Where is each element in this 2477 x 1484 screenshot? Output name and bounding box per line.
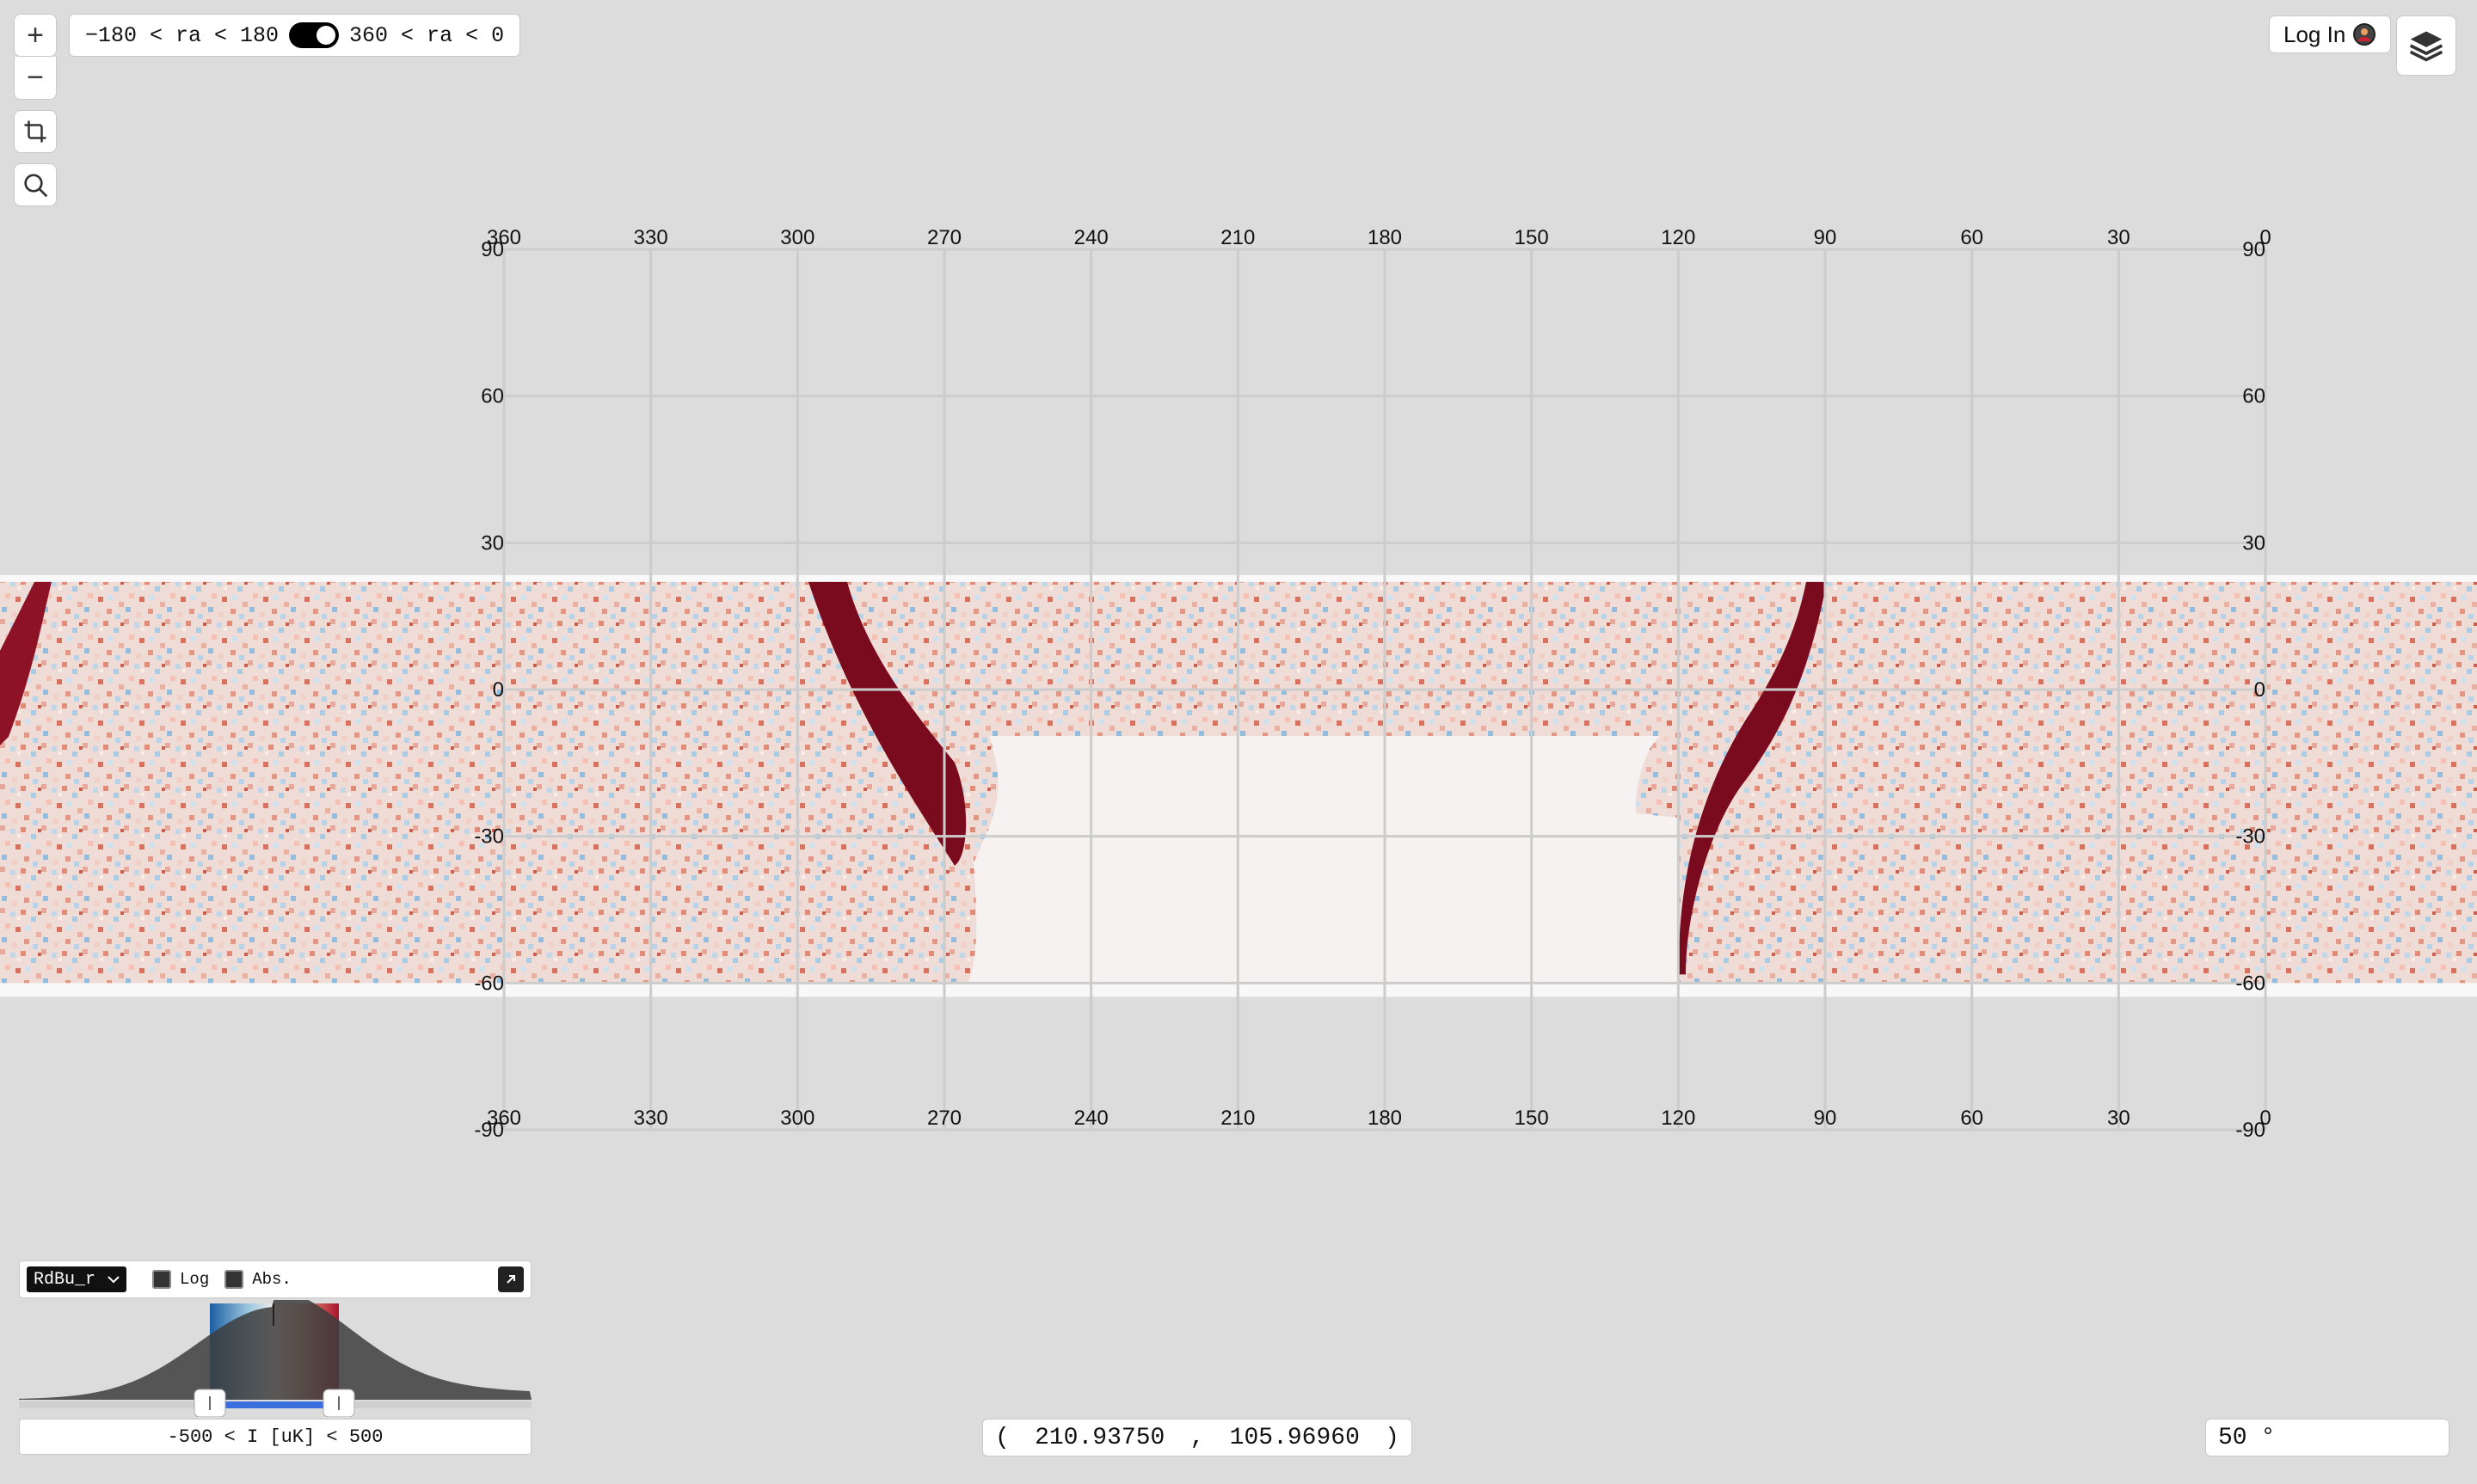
chevron-down-icon	[108, 1276, 120, 1284]
login-button[interactable]: Log In	[2269, 15, 2392, 53]
dec-tick-label-right: -60	[2235, 972, 2265, 995]
ra-tick-label-top: 330	[634, 226, 668, 249]
ra-tick-label-top: 360	[487, 226, 521, 249]
ra-range-toggle[interactable]: −180 < ra < 180 360 < ra < 0	[69, 14, 521, 57]
zoom-level-display[interactable]: 50 °	[2205, 1419, 2449, 1456]
grid-labels: 3603603303303003002702702402402102101801…	[474, 226, 2271, 1142]
dec-tick-label-left: 0	[493, 678, 504, 702]
slider-selected-range	[210, 1401, 339, 1408]
layers-button[interactable]	[2396, 15, 2456, 76]
log-checkbox-box[interactable]	[152, 1270, 172, 1289]
ra-tick-label-top: 120	[1661, 226, 1695, 249]
unobserved-region	[968, 736, 1677, 984]
ra-tick-label-top: 30	[2107, 226, 2130, 249]
dec-tick-label-right: 60	[2242, 385, 2265, 408]
expand-arrow-icon	[507, 1275, 515, 1284]
ra-tick-label-bottom: 0	[2259, 1107, 2271, 1130]
zoom-in-label: +	[27, 18, 44, 52]
dec-tick-label-right: 30	[2242, 531, 2265, 555]
crop-icon	[24, 120, 46, 143]
slider-min-handle[interactable]	[194, 1389, 226, 1417]
slider-max-handle[interactable]	[323, 1389, 355, 1417]
ra-tick-label-top: 0	[2259, 226, 2271, 249]
zoom-unit: °	[2260, 1424, 2276, 1451]
layers-icon	[2409, 31, 2443, 62]
coord-separator: ,	[1189, 1424, 1205, 1451]
ra-tick-label-bottom: 270	[927, 1107, 962, 1130]
zoom-out-label: −	[27, 61, 44, 94]
dec-tick-label-left: -60	[474, 972, 504, 995]
ra-tick-label-top: 150	[1515, 226, 1549, 249]
zoom-value: 50	[2218, 1424, 2247, 1451]
galactic-plane-band-left	[808, 581, 967, 866]
ra-tick-label-top: 180	[1368, 226, 1402, 249]
log-checkbox[interactable]: Log	[152, 1270, 209, 1289]
zoom-out-button[interactable]: −	[14, 57, 57, 100]
dec-tick-label-left: -30	[474, 825, 504, 849]
dec-tick-label-right: -30	[2235, 825, 2265, 849]
colormap-panel: RdBu_r Log Abs.	[19, 1260, 532, 1298]
dec-tick-label-left: 60	[481, 385, 504, 408]
ra-tick-label-bottom: 30	[2107, 1107, 2130, 1130]
dec-tick-label-right: 0	[2254, 678, 2265, 702]
ra-tick-label-top: 210	[1220, 226, 1255, 249]
dec-tick-label-left: -90	[474, 1119, 504, 1142]
coord-ra-value: 210.93750	[1035, 1424, 1165, 1451]
cursor-coordinates: ( 210.93750 , 105.96960 )	[982, 1419, 1412, 1456]
dec-tick-label-left: 30	[481, 531, 504, 555]
ra-tick-label-bottom: 330	[634, 1107, 668, 1130]
ra-tick-label-bottom: 90	[1814, 1107, 1837, 1130]
histogram-bars	[19, 1300, 532, 1400]
log-label: Log	[180, 1270, 210, 1289]
range-label: -500 < I [uK] < 500	[167, 1426, 384, 1448]
dec-tick-label-right: 90	[2242, 238, 2265, 261]
ra-tick-label-bottom: 360	[487, 1107, 521, 1130]
ra-tick-label-bottom: 300	[780, 1107, 814, 1130]
abs-checkbox[interactable]: Abs.	[224, 1270, 292, 1289]
coord-dec-value: 105.96960	[1229, 1424, 1360, 1451]
ra-toggle-switch[interactable]	[289, 22, 340, 48]
ra-tick-label-bottom: 120	[1661, 1107, 1695, 1130]
colormap-selected: RdBu_r	[34, 1269, 96, 1290]
ra-tick-label-top: 300	[780, 226, 814, 249]
ra-tick-label-bottom: 60	[1960, 1107, 1983, 1130]
coordinate-grid	[502, 248, 2267, 1131]
ra-tick-label-top: 90	[1814, 226, 1837, 249]
zoom-in-button[interactable]: +	[14, 14, 57, 57]
crop-button[interactable]	[14, 110, 57, 153]
search-button[interactable]	[14, 163, 57, 206]
ra-tick-label-bottom: 210	[1220, 1107, 1255, 1130]
coord-close-paren: )	[1385, 1424, 1399, 1451]
abs-label: Abs.	[252, 1270, 292, 1289]
histogram-widget[interactable]	[19, 1300, 532, 1417]
ra-tick-label-bottom: 240	[1074, 1107, 1109, 1130]
ra-tick-label-top: 240	[1074, 226, 1109, 249]
range-display[interactable]: -500 < I [uK] < 500	[19, 1419, 532, 1455]
galactic-plane-band-right	[1678, 581, 1827, 975]
ra-tick-label-bottom: 150	[1515, 1107, 1549, 1130]
abs-checkbox-box[interactable]	[224, 1270, 244, 1289]
ra-toggle-left-label: −180 < ra < 180	[85, 22, 280, 48]
expand-button[interactable]	[498, 1266, 524, 1292]
ra-tick-label-bottom: 180	[1368, 1107, 1402, 1130]
dec-tick-label-left: 90	[481, 238, 504, 261]
dec-tick-label-right: -90	[2235, 1119, 2265, 1142]
coord-open-paren: (	[995, 1424, 1010, 1451]
ra-tick-label-top: 270	[927, 226, 962, 249]
colormap-select[interactable]: RdBu_r	[27, 1266, 127, 1292]
galactic-plane-band-edge	[0, 581, 52, 745]
search-icon	[24, 174, 48, 198]
login-label: Log In	[2283, 21, 2346, 47]
ra-tick-label-top: 60	[1960, 226, 1983, 249]
value-histogram	[19, 1300, 532, 1400]
user-avatar-icon	[2353, 23, 2376, 46]
toggle-knob	[317, 26, 336, 45]
ra-toggle-right-label: 360 < ra < 0	[349, 22, 505, 48]
